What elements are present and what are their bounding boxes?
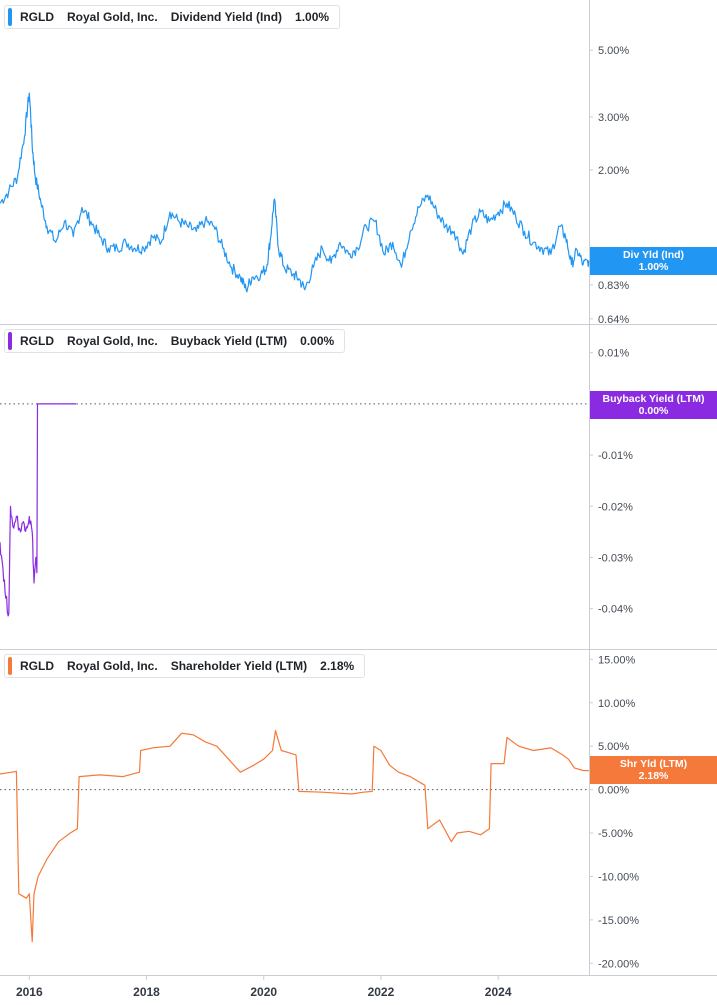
legend-ticker: RGLD [20,334,54,348]
y-tick-label: -0.02% [598,501,633,513]
tag-label: Buyback Yield (LTM) [602,393,705,405]
div-yield-swatch [8,8,12,26]
legend-ticker: RGLD [20,659,54,673]
y-tick-label: 0.83% [598,280,629,292]
legend-company: Royal Gold, Inc. [67,10,158,24]
y-tick-label: 0.00% [598,785,629,797]
y-tick-label: 3.00% [598,112,629,124]
x-tick-label: 2022 [368,985,395,999]
tag-value: 1.00% [638,261,669,273]
tag-label: Shr Yld (LTM) [619,758,688,770]
y-tick-label: 2.00% [598,165,629,177]
x-tick-label: 2018 [133,985,160,999]
y-tick-label: -15.00% [598,915,639,927]
legend-company: Royal Gold, Inc. [67,659,158,673]
y-tick-label: 10.00% [598,698,636,710]
y-tick-label: 5.00% [598,45,629,57]
tag-label: Div Yld (Ind) [622,249,685,261]
legend-metric: Dividend Yield (Ind) [170,10,283,24]
buyback-yield-legend[interactable]: RGLD Royal Gold, Inc. Buyback Yield (LTM… [4,329,346,353]
y-tick-label: -0.01% [598,450,633,462]
legend-value: 2.18% [320,659,355,673]
shareholder-yield-value-tag: Shr Yld (LTM) 2.18% [590,756,717,784]
x-axis: 2016 2018 2020 2022 2024 [16,975,512,999]
legend-ticker: RGLD [20,10,54,24]
buyback-yield-swatch [8,332,12,350]
buyback-yield-value-tag: Buyback Yield (LTM) 0.00% [590,391,717,419]
x-tick-label: 2020 [250,985,277,999]
y-tick-label: -10.00% [598,871,639,883]
tag-value: 0.00% [638,405,669,417]
legend-company: Royal Gold, Inc. [67,334,158,348]
series-line [0,92,590,293]
buyback-yield-panel: 0.01% -0.01% -0.02% -0.03% -0.04% [0,348,633,617]
series-line [0,403,77,617]
series-line [0,729,590,943]
y-tick-label: -0.04% [598,604,633,616]
legend-value: 0.00% [300,334,335,348]
x-tick-label: 2024 [485,985,512,999]
dividend-yield-panel: 5.00%3.00%2.00%1.00%0.83%0.64% [0,45,629,326]
legend-metric: Buyback Yield (LTM) [170,334,288,348]
legend-value: 1.00% [295,10,330,24]
x-tick-label: 2016 [16,985,43,999]
div-yield-value-tag: Div Yld (Ind) 1.00% [590,247,717,275]
axis-frame [0,0,717,976]
y-tick-label: 0.64% [598,314,629,326]
y-tick-label: -5.00% [598,828,633,840]
y-tick-label: 15.00% [598,654,636,666]
shareholder-yield-swatch [8,657,12,675]
shareholder-yield-legend[interactable]: RGLD Royal Gold, Inc. Shareholder Yield … [4,654,366,678]
legend-metric: Shareholder Yield (LTM) [170,659,308,673]
tag-value: 2.18% [638,770,669,782]
y-tick-label: -0.03% [598,552,633,564]
y-tick-label: 0.01% [598,348,629,360]
y-tick-label: 5.00% [598,741,629,753]
div-yield-legend[interactable]: RGLD Royal Gold, Inc. Dividend Yield (In… [4,5,341,29]
shareholder-yield-panel: 15.00% 10.00% 5.00% 0.00% -5.00% -10.00% -15.0… [0,654,639,970]
y-tick-label: -20.00% [598,958,639,970]
